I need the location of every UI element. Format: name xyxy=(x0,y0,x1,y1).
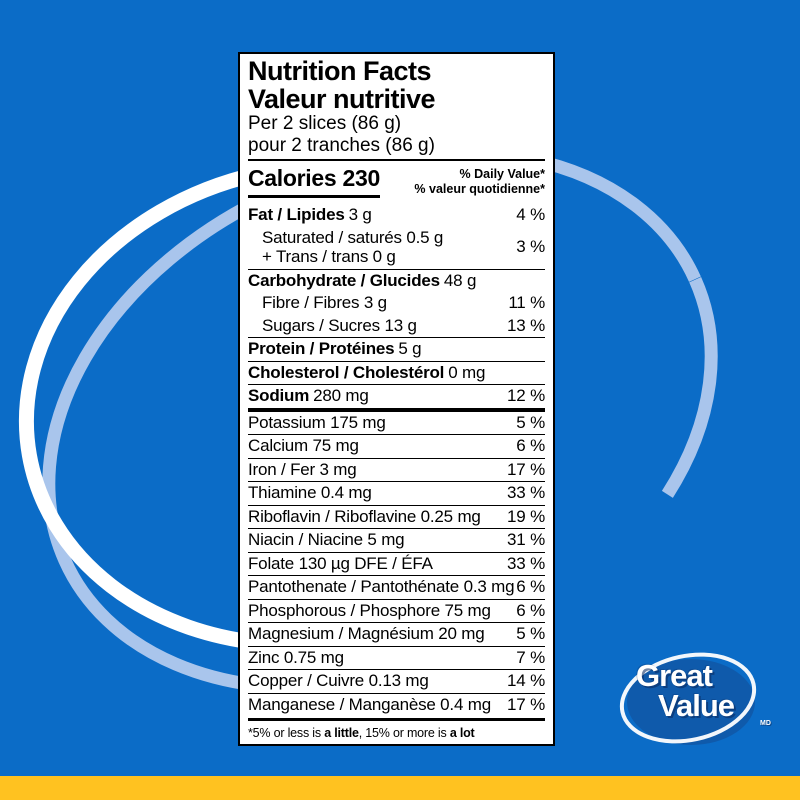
calories-value: Calories 230 xyxy=(248,165,380,198)
folate-name: Folate 130 µg DFE / ÉFA xyxy=(248,553,433,573)
logo-text-value: Value xyxy=(658,688,735,723)
thiamine-dv: 33 % xyxy=(507,483,545,502)
rule-under-serving xyxy=(248,159,545,161)
sugars-dv: 13 % xyxy=(507,315,545,335)
label-title-en: Nutrition Facts xyxy=(248,56,432,86)
pantothenate-name: Pantothenate / Pantothénate 0.3 mg xyxy=(248,577,515,596)
nutrient-row-potassium: Potassium 175 mg 5 % xyxy=(248,407,545,435)
nutrient-row-folate: Folate 130 µg DFE / ÉFA 33 % xyxy=(248,551,545,576)
fat-dv: 4 % xyxy=(516,205,545,224)
manganese-name: Manganese / Manganèse 0.4 mg xyxy=(248,694,491,714)
phosphorous-dv: 6 % xyxy=(516,600,545,620)
iron-name: Iron / Fer 3 mg xyxy=(248,459,357,479)
nutrient-row-riboflavin: Riboflavin / Riboflavine 0.25 mg 19 % xyxy=(248,504,545,529)
bottom-yellow-stripe xyxy=(0,776,800,800)
calories-row: Calories 230 % Daily Value* % valeur quo… xyxy=(248,161,545,204)
nutrient-row-protein: Protein / Protéines 5 g xyxy=(248,337,545,361)
copper-dv: 14 % xyxy=(507,671,545,690)
great-value-logo-ellipse xyxy=(619,652,757,745)
logo-trademark-md: MD xyxy=(760,720,771,727)
nutrient-row-sodium: Sodium 280 mg 12 % xyxy=(248,384,545,408)
serving-size-en: Per 2 slices (86 g) xyxy=(248,113,402,134)
fat-amount: 3 g xyxy=(348,205,372,224)
zinc-dv: 7 % xyxy=(516,647,545,667)
carbohydrate-amount: 48 g xyxy=(443,270,477,290)
nutrient-row-sugars: Sugars / Sucres 13 g 13 % xyxy=(248,315,545,338)
trans-line: + Trans / trans 0 g xyxy=(262,247,396,266)
nutrient-row-copper: Copper / Cuivre 0.13 mg 14 % xyxy=(248,669,545,693)
copper-name: Copper / Cuivre 0.13 mg xyxy=(248,671,429,690)
carbohydrate-name: Carbohydrate / Glucides xyxy=(248,270,440,290)
great-value-logo: Great Value MD xyxy=(612,642,794,762)
fat-name: Fat / Lipides xyxy=(248,205,345,224)
protein-amount: 5 g xyxy=(398,339,422,358)
saturated-line: Saturated / saturés 0.5 g xyxy=(262,227,444,247)
nutrient-row-iron: Iron / Fer 3 mg 17 % xyxy=(248,457,545,482)
logo-text-great: Great xyxy=(636,658,713,693)
sodium-name: Sodium xyxy=(248,386,310,405)
fibre-dv: 11 % xyxy=(508,293,545,312)
nutrient-row-zinc: Zinc 0.75 mg 7 % xyxy=(248,645,545,670)
footnote-en: *5% or less is a little, 15% or more is … xyxy=(248,726,475,740)
magnesium-dv: 5 % xyxy=(516,624,545,643)
cholesterol-amount: 0 mg xyxy=(448,362,486,382)
potassium-name: Potassium 175 mg xyxy=(248,412,386,432)
niacin-name: Niacin / Niacine 5 mg xyxy=(248,530,405,549)
nutrient-row-magnesium: Magnesium / Magnésium 20 mg 5 % xyxy=(248,622,545,646)
nutrition-facts-label: Nutrition Facts Valeur nutritive Per 2 s… xyxy=(238,52,555,746)
calcium-name: Calcium 75 mg xyxy=(248,436,359,455)
nutrient-row-thiamine: Thiamine 0.4 mg 33 % xyxy=(248,481,545,505)
sodium-dv: 12 % xyxy=(507,386,545,405)
nutrient-row-saturated-trans: Saturated / saturés 0.5 g + Trans / tran… xyxy=(248,227,545,269)
phosphorous-name: Phosphorous / Phosphore 75 mg xyxy=(248,600,491,620)
daily-value-header-en: % Daily Value* xyxy=(459,167,545,181)
calcium-dv: 6 % xyxy=(516,436,545,455)
nutrient-row-manganese: Manganese / Manganèse 0.4 mg 17 % xyxy=(248,692,545,717)
nutrient-row-calcium: Calcium 75 mg 6 % xyxy=(248,434,545,458)
protein-name: Protein / Protéines xyxy=(248,339,395,358)
serving-size-fr: pour 2 tranches (86 g) xyxy=(248,134,435,156)
daily-value-header: % Daily Value* % valeur quotidienne* xyxy=(414,165,545,197)
nutrient-row-phosphorous: Phosphorous / Phosphore 75 mg 6 % xyxy=(248,598,545,623)
nutrient-row-fat: Fat / Lipides 3 g 4 % xyxy=(248,204,545,227)
riboflavin-dv: 19 % xyxy=(507,506,545,526)
niacin-dv: 31 % xyxy=(507,530,545,549)
footnote-fr: *5 % ou moins c'est peu, 15 % ou plus c'… xyxy=(248,742,545,745)
zinc-name: Zinc 0.75 mg xyxy=(248,647,344,667)
sodium-amount: 280 mg xyxy=(313,386,369,405)
logo-swoosh-ring xyxy=(619,652,757,744)
potassium-dv: 5 % xyxy=(516,412,545,432)
swoosh-arc-white xyxy=(18,157,612,653)
daily-value-header-fr: % valeur quotidienne* xyxy=(414,182,545,196)
fibre-name: Fibre / Fibres 3 g xyxy=(262,293,387,312)
sugars-name: Sugars / Sucres 13 g xyxy=(262,315,417,335)
pantothenate-dv: 6 % xyxy=(516,577,545,596)
footnote: *5% or less is a little, 15% or more is … xyxy=(248,718,545,745)
nutrient-row-pantothenate: Pantothenate / Pantothénate 0.3 mg 6 % xyxy=(248,575,545,599)
nutrient-row-fibre: Fibre / Fibres 3 g 11 % xyxy=(248,292,545,315)
riboflavin-name: Riboflavin / Riboflavine 0.25 mg xyxy=(248,506,481,526)
nutrient-row-niacin: Niacin / Niacine 5 mg 31 % xyxy=(248,528,545,552)
thiamine-name: Thiamine 0.4 mg xyxy=(248,483,372,502)
label-title-fr: Valeur nutritive xyxy=(248,84,436,114)
manganese-dv: 17 % xyxy=(507,694,545,714)
iron-dv: 17 % xyxy=(507,459,545,479)
cholesterol-name: Cholesterol / Cholestérol xyxy=(248,362,445,382)
magnesium-name: Magnesium / Magnésium 20 mg xyxy=(248,624,485,643)
saturated-trans-dv: 3 % xyxy=(516,237,545,257)
folate-dv: 33 % xyxy=(507,553,545,573)
nutrient-row-carbohydrate: Carbohydrate / Glucides 48 g xyxy=(248,268,545,293)
nutrient-row-cholesterol: Cholesterol / Cholestérol 0 mg xyxy=(248,360,545,385)
